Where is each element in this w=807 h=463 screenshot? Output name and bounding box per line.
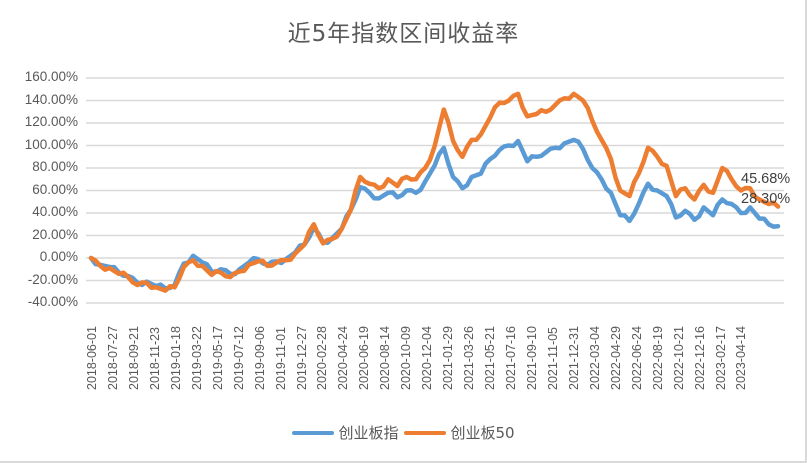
y-tick-label: 40.00% <box>32 204 78 219</box>
annotation-chinext-index-last: 28.30% <box>741 191 791 207</box>
series-line-chinext-index <box>88 137 781 291</box>
y-tick-label: -20.00% <box>27 271 78 287</box>
legend-swatch-orange-icon <box>404 430 447 435</box>
y-tick-label: 120.00% <box>24 114 78 129</box>
y-tick-label: 60.00% <box>32 181 78 197</box>
chart-title: 近5年指数区间收益率 <box>287 21 520 47</box>
y-tick-label: 20.00% <box>32 226 78 242</box>
legend-label: 创业板指 <box>338 424 399 442</box>
annotation-chinext-50-last: 45.68% <box>741 171 791 187</box>
series-line-chinext-50 <box>88 91 781 293</box>
y-tick-label: -40.00% <box>27 294 78 309</box>
legend-item-chinext-50[interactable]: 创业板50 <box>404 422 515 443</box>
y-tick-label: 100.00% <box>24 136 78 152</box>
legend-swatch-blue-icon <box>292 430 335 435</box>
y-tick-label: 160.00% <box>24 69 78 84</box>
y-tick-label: 80.00% <box>32 159 78 174</box>
legend-label: 创业板50 <box>450 424 515 442</box>
legend: 创业板指 创业板50 <box>0 422 807 443</box>
y-tick-label: 0.00% <box>39 249 78 264</box>
y-tick-label: 140.00% <box>24 91 78 107</box>
legend-item-chinext-index[interactable]: 创业板指 <box>292 422 398 443</box>
